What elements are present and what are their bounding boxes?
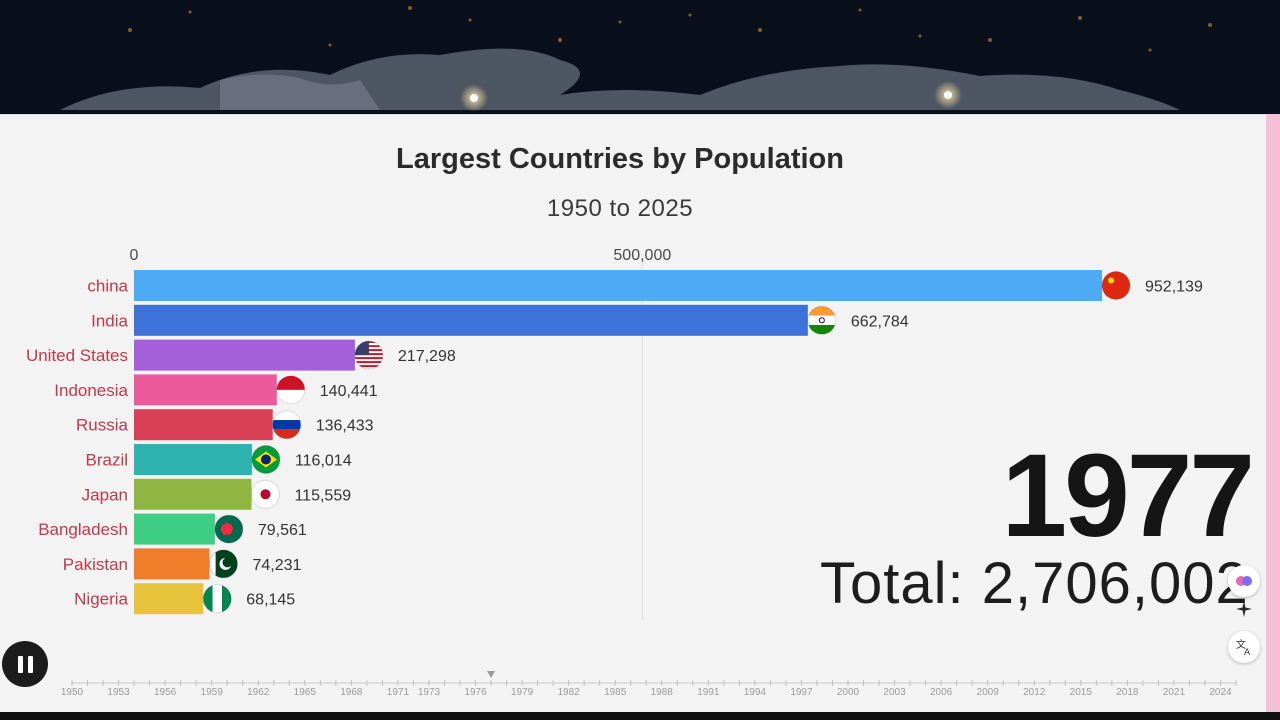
timeline-year-label[interactable]: 2015 — [1070, 687, 1093, 698]
pause-icon-bar — [27, 655, 33, 673]
total-population: Total: 2,706,002 — [820, 555, 1246, 613]
category-label: Russia — [76, 416, 129, 435]
category-label: Pakistan — [63, 555, 128, 574]
timeline-year-label[interactable]: 2003 — [883, 687, 906, 698]
timeline-year-label[interactable]: 2018 — [1116, 687, 1139, 698]
timeline-year-label[interactable]: 1968 — [340, 687, 363, 698]
world-map-graphic — [0, 0, 1280, 114]
timeline-year-label[interactable]: 2006 — [930, 687, 953, 698]
timeline-year-label[interactable]: 2024 — [1209, 687, 1232, 698]
brain-icon[interactable] — [1228, 565, 1260, 597]
bar — [134, 583, 204, 615]
bar — [134, 304, 808, 336]
chart-title: Largest Countries by Population — [396, 143, 844, 175]
value-label: 79,561 — [258, 522, 307, 539]
pakistan-flag-icon — [208, 549, 238, 579]
usa-flag-icon — [354, 340, 384, 370]
india-flag-icon — [807, 305, 837, 335]
timeline-year-label[interactable]: 1997 — [790, 687, 813, 698]
russia-flag-icon — [272, 410, 302, 440]
timeline-year-label[interactable]: 1991 — [697, 687, 720, 698]
category-label: India — [91, 311, 128, 330]
timeline-year-label[interactable]: 1985 — [604, 687, 627, 698]
axis-tick-label: 500,000 — [613, 247, 671, 264]
value-label: 115,559 — [294, 487, 351, 504]
value-label: 116,014 — [295, 453, 352, 470]
timeline-year-label[interactable]: 1962 — [247, 687, 270, 698]
value-label: 662,784 — [851, 313, 909, 330]
svg-text:A: A — [1244, 648, 1251, 656]
timeline-year-label[interactable]: 1973 — [418, 687, 441, 698]
category-label: china — [87, 277, 128, 296]
timeline-year-label[interactable]: 1988 — [651, 687, 674, 698]
category-label: Indonesia — [54, 381, 128, 400]
timeline-year-label[interactable]: 2012 — [1023, 687, 1046, 698]
bar — [134, 270, 1102, 301]
bangladesh-flag-icon — [214, 514, 244, 544]
bar — [134, 339, 355, 371]
category-label: Bangladesh — [38, 520, 128, 539]
pause-button[interactable] — [2, 641, 48, 687]
timeline-year-label[interactable]: 1953 — [107, 687, 130, 698]
bar — [134, 548, 210, 580]
chart-subtitle: 1950 to 2025 — [546, 195, 694, 222]
category-label: Nigeria — [74, 590, 128, 609]
timeline-year-label[interactable]: 1979 — [511, 687, 534, 698]
timeline-year-label[interactable]: 1976 — [464, 687, 487, 698]
indonesia-flag-icon — [276, 375, 306, 405]
bar — [134, 409, 273, 441]
timeline-year-label[interactable]: 2009 — [977, 687, 1000, 698]
value-label: 140,441 — [320, 383, 378, 400]
timeline-year-label[interactable]: 1994 — [744, 687, 767, 698]
bar-chart: 0 500,000 china 952,139 India 662,784 United S… — [26, 247, 1237, 698]
bar — [134, 444, 252, 475]
timeline-year-label[interactable]: 2021 — [1163, 687, 1186, 698]
timeline-year-label[interactable]: 1956 — [154, 687, 177, 698]
bar — [134, 478, 252, 510]
timeline-year-label[interactable]: 1971 — [387, 687, 410, 698]
category-label: Japan — [82, 485, 128, 504]
category-label: United States — [26, 346, 128, 365]
timeline-year-label[interactable]: 1965 — [294, 687, 317, 698]
sparkle-icon[interactable] — [1228, 593, 1260, 625]
svg-text:文: 文 — [1236, 638, 1246, 651]
timeline-year-label[interactable]: 1950 — [61, 687, 84, 698]
value-label: 136,433 — [316, 418, 374, 435]
timeline-year-label[interactable]: 1959 — [201, 687, 224, 698]
current-year: 1977 — [1001, 430, 1255, 562]
china-flag-icon — [1101, 271, 1131, 300]
value-label: 74,231 — [252, 557, 301, 574]
pause-icon — [17, 655, 23, 673]
value-label: 217,298 — [398, 348, 456, 365]
timeline-year-label[interactable]: 1982 — [558, 687, 581, 698]
timeline-playhead[interactable] — [487, 671, 496, 678]
value-label: 952,139 — [1145, 279, 1203, 296]
world-map-banner — [0, 0, 1280, 114]
timeline-year-label[interactable]: 2000 — [837, 687, 860, 698]
value-label: 68,145 — [246, 592, 295, 609]
bar — [134, 513, 215, 545]
japan-flag-icon — [250, 479, 280, 509]
bottom-edge-strip — [0, 712, 1280, 720]
chart-panel: Largest Countries by Population 1950 to … — [0, 114, 1266, 713]
bar — [134, 374, 277, 406]
brazil-flag-icon — [251, 445, 281, 474]
right-edge-strip — [1266, 114, 1280, 712]
category-label: Brazil — [85, 451, 128, 470]
nigeria-flag-icon — [202, 584, 232, 614]
axis-tick-label: 0 — [130, 247, 139, 264]
